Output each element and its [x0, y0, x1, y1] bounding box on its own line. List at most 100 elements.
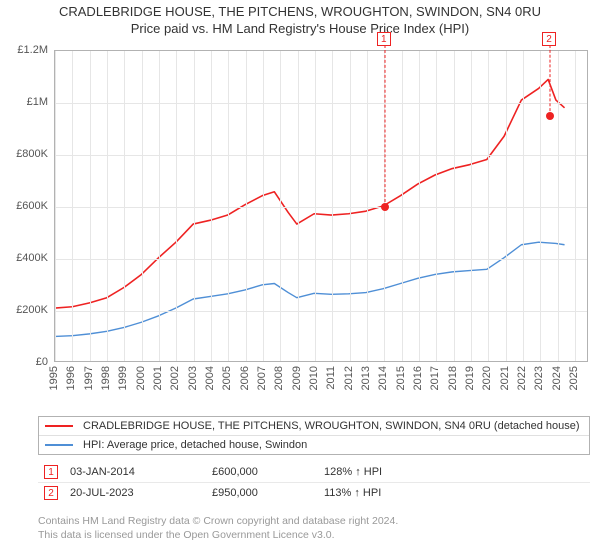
y-axis-label: £800K — [8, 148, 48, 160]
gridline-v — [402, 51, 403, 361]
legend-swatch — [45, 444, 73, 446]
gridline-v — [315, 51, 316, 361]
gridline-v — [90, 51, 91, 361]
gridline-v — [419, 51, 420, 361]
x-axis-label: 2006 — [239, 366, 251, 390]
marker-dot — [381, 203, 389, 211]
attribution-line-1: Contains HM Land Registry data © Crown c… — [38, 514, 590, 528]
x-axis-label: 2000 — [135, 366, 147, 390]
legend-label: CRADLEBRIDGE HOUSE, THE PITCHENS, WROUGH… — [83, 420, 580, 432]
gridline-v — [523, 51, 524, 361]
entry-price: £950,000 — [212, 487, 312, 499]
gridline-v — [211, 51, 212, 361]
x-axis-label: 2002 — [169, 366, 181, 390]
legend: CRADLEBRIDGE HOUSE, THE PITCHENS, WROUGH… — [38, 416, 590, 455]
x-axis-label: 2005 — [221, 366, 233, 390]
entry-date: 20-JUL-2023 — [70, 487, 200, 499]
legend-swatch — [45, 425, 73, 427]
entry-index: 1 — [44, 465, 58, 479]
gridline-v — [263, 51, 264, 361]
x-axis-label: 2007 — [256, 366, 268, 390]
gridline-h — [55, 311, 587, 312]
marker-dash — [384, 45, 385, 207]
x-axis-label: 2023 — [533, 366, 545, 390]
gridline-v — [454, 51, 455, 361]
x-axis-label: 2018 — [447, 366, 459, 390]
x-axis-label: 2021 — [499, 366, 511, 390]
y-axis-label: £0 — [8, 356, 48, 368]
legend-label: HPI: Average price, detached house, Swin… — [83, 439, 307, 451]
x-axis-label: 1998 — [100, 366, 112, 390]
x-axis-label: 2016 — [412, 366, 424, 390]
gridline-h — [55, 207, 587, 208]
gridline-v — [575, 51, 576, 361]
x-axis-label: 2012 — [343, 366, 355, 390]
y-axis-label: £1.2M — [8, 44, 48, 56]
marker-index: 2 — [542, 32, 556, 46]
x-axis-label: 2008 — [273, 366, 285, 390]
x-axis-label: 2015 — [395, 366, 407, 390]
x-axis-label: 2001 — [152, 366, 164, 390]
chart-lines — [55, 51, 587, 361]
marker-index: 1 — [377, 32, 391, 46]
chart-titles: CRADLEBRIDGE HOUSE, THE PITCHENS, WROUGH… — [0, 0, 600, 36]
x-axis-label: 1997 — [83, 366, 95, 390]
x-axis-label: 1999 — [117, 366, 129, 390]
attribution-line-2: This data is licensed under the Open Gov… — [38, 528, 590, 542]
gridline-v — [350, 51, 351, 361]
entry-price: £600,000 — [212, 466, 312, 478]
price-entries: 1 03-JAN-2014 £600,000 128% ↑ HPI 2 20-JUL-20… — [38, 462, 590, 503]
gridline-h — [55, 259, 587, 260]
x-axis-label: 2013 — [360, 366, 372, 390]
x-axis-label: 2004 — [204, 366, 216, 390]
gridline-v — [298, 51, 299, 361]
gridline-v — [142, 51, 143, 361]
marker-dash — [549, 45, 550, 116]
gridline-v — [471, 51, 472, 361]
gridline-h — [55, 155, 587, 156]
gridline-v — [72, 51, 73, 361]
legend-item: CRADLEBRIDGE HOUSE, THE PITCHENS, WROUGH… — [39, 417, 589, 435]
x-axis-label: 2022 — [516, 366, 528, 390]
marker-dot — [546, 112, 554, 120]
entry-date: 03-JAN-2014 — [70, 466, 200, 478]
x-axis-label: 2010 — [308, 366, 320, 390]
chart: £0£200K£400K£600K£800K£1M£1.2M1995199619… — [8, 44, 592, 414]
entry-index: 2 — [44, 486, 58, 500]
gridline-v — [246, 51, 247, 361]
x-axis-label: 2020 — [481, 366, 493, 390]
entry-hpi: 113% ↑ HPI — [324, 487, 444, 499]
gridline-v — [124, 51, 125, 361]
legend-item: HPI: Average price, detached house, Swin… — [39, 435, 589, 454]
x-axis-label: 2011 — [325, 366, 337, 390]
x-axis-label: 2025 — [568, 366, 580, 390]
gridline-v — [194, 51, 195, 361]
gridline-v — [280, 51, 281, 361]
x-axis-label: 2014 — [377, 366, 389, 390]
gridline-v — [540, 51, 541, 361]
y-axis-label: £600K — [8, 200, 48, 212]
y-axis-label: £200K — [8, 304, 48, 316]
x-axis-label: 2024 — [551, 366, 563, 390]
x-axis-label: 2017 — [429, 366, 441, 390]
x-axis-label: 2019 — [464, 366, 476, 390]
gridline-v — [107, 51, 108, 361]
gridline-v — [55, 51, 56, 361]
entry-hpi: 128% ↑ HPI — [324, 466, 444, 478]
y-axis-label: £400K — [8, 252, 48, 264]
gridline-v — [332, 51, 333, 361]
price-entry-row: 2 20-JUL-2023 £950,000 113% ↑ HPI — [38, 482, 590, 503]
price-entry-row: 1 03-JAN-2014 £600,000 128% ↑ HPI — [38, 462, 590, 482]
gridline-v — [228, 51, 229, 361]
gridline-v — [176, 51, 177, 361]
gridline-v — [488, 51, 489, 361]
gridline-v — [436, 51, 437, 361]
gridline-v — [558, 51, 559, 361]
gridline-h — [55, 103, 587, 104]
title-line-2: Price paid vs. HM Land Registry's House … — [0, 21, 600, 36]
title-line-1: CRADLEBRIDGE HOUSE, THE PITCHENS, WROUGH… — [0, 4, 600, 19]
gridline-v — [159, 51, 160, 361]
x-axis-label: 1995 — [48, 366, 60, 390]
y-axis-label: £1M — [8, 96, 48, 108]
page: CRADLEBRIDGE HOUSE, THE PITCHENS, WROUGH… — [0, 0, 600, 560]
